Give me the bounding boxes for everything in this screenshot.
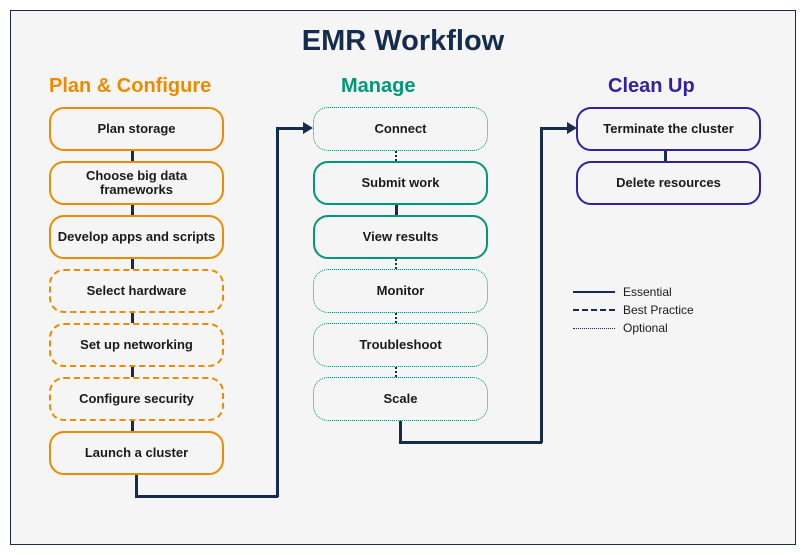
heading-manage: Manage xyxy=(341,75,415,98)
connector-v xyxy=(131,259,134,269)
legend-swatch-2 xyxy=(573,328,615,329)
node-plan-1: Choose big data frameworks xyxy=(49,161,224,205)
heading-cleanup: Clean Up xyxy=(608,75,695,98)
connector-v xyxy=(399,421,402,443)
connector-v xyxy=(276,127,279,497)
connector-v xyxy=(395,205,398,215)
connector-v xyxy=(135,475,138,497)
connector-h xyxy=(135,495,278,498)
node-plan-0: Plan storage xyxy=(49,107,224,151)
node-plan-6: Launch a cluster xyxy=(49,431,224,475)
node-manage-5: Scale xyxy=(313,377,488,421)
legend-item-2: Optional xyxy=(573,321,668,335)
connector-h xyxy=(276,127,303,130)
connector-v xyxy=(395,367,397,377)
connector-h xyxy=(540,127,567,130)
node-manage-4: Troubleshoot xyxy=(313,323,488,367)
node-plan-3: Select hardware xyxy=(49,269,224,313)
node-plan-2: Develop apps and scripts xyxy=(49,215,224,259)
connector-v xyxy=(131,313,134,323)
legend-swatch-1 xyxy=(573,309,615,311)
node-cleanup-0: Terminate the cluster xyxy=(576,107,761,151)
connector-v xyxy=(131,367,134,377)
node-manage-2: View results xyxy=(313,215,488,259)
connector-v xyxy=(395,313,397,323)
connector-v xyxy=(131,151,134,161)
node-manage-1: Submit work xyxy=(313,161,488,205)
connector-v xyxy=(664,151,667,161)
legend-item-0: Essential xyxy=(573,285,672,299)
node-cleanup-1: Delete resources xyxy=(576,161,761,205)
connector-v xyxy=(395,259,397,269)
connector-v xyxy=(540,127,543,443)
legend-label-2: Optional xyxy=(623,321,668,335)
node-plan-4: Set up networking xyxy=(49,323,224,367)
diagram-title: EMR Workflow xyxy=(11,25,795,58)
connector-v xyxy=(131,421,134,431)
heading-plan: Plan & Configure xyxy=(49,75,211,98)
node-manage-3: Monitor xyxy=(313,269,488,313)
arrow-right-icon xyxy=(303,122,313,134)
legend-label-1: Best Practice xyxy=(623,303,694,317)
connector-h xyxy=(399,441,542,444)
connector-v xyxy=(131,205,134,215)
node-plan-5: Configure security xyxy=(49,377,224,421)
arrow-right-icon xyxy=(567,122,577,134)
node-manage-0: Connect xyxy=(313,107,488,151)
legend-swatch-0 xyxy=(573,291,615,293)
connector-v xyxy=(395,151,397,161)
legend-item-1: Best Practice xyxy=(573,303,694,317)
legend-label-0: Essential xyxy=(623,285,672,299)
workflow-canvas: EMR Workflow Plan & Configure Manage Cle… xyxy=(10,10,796,545)
